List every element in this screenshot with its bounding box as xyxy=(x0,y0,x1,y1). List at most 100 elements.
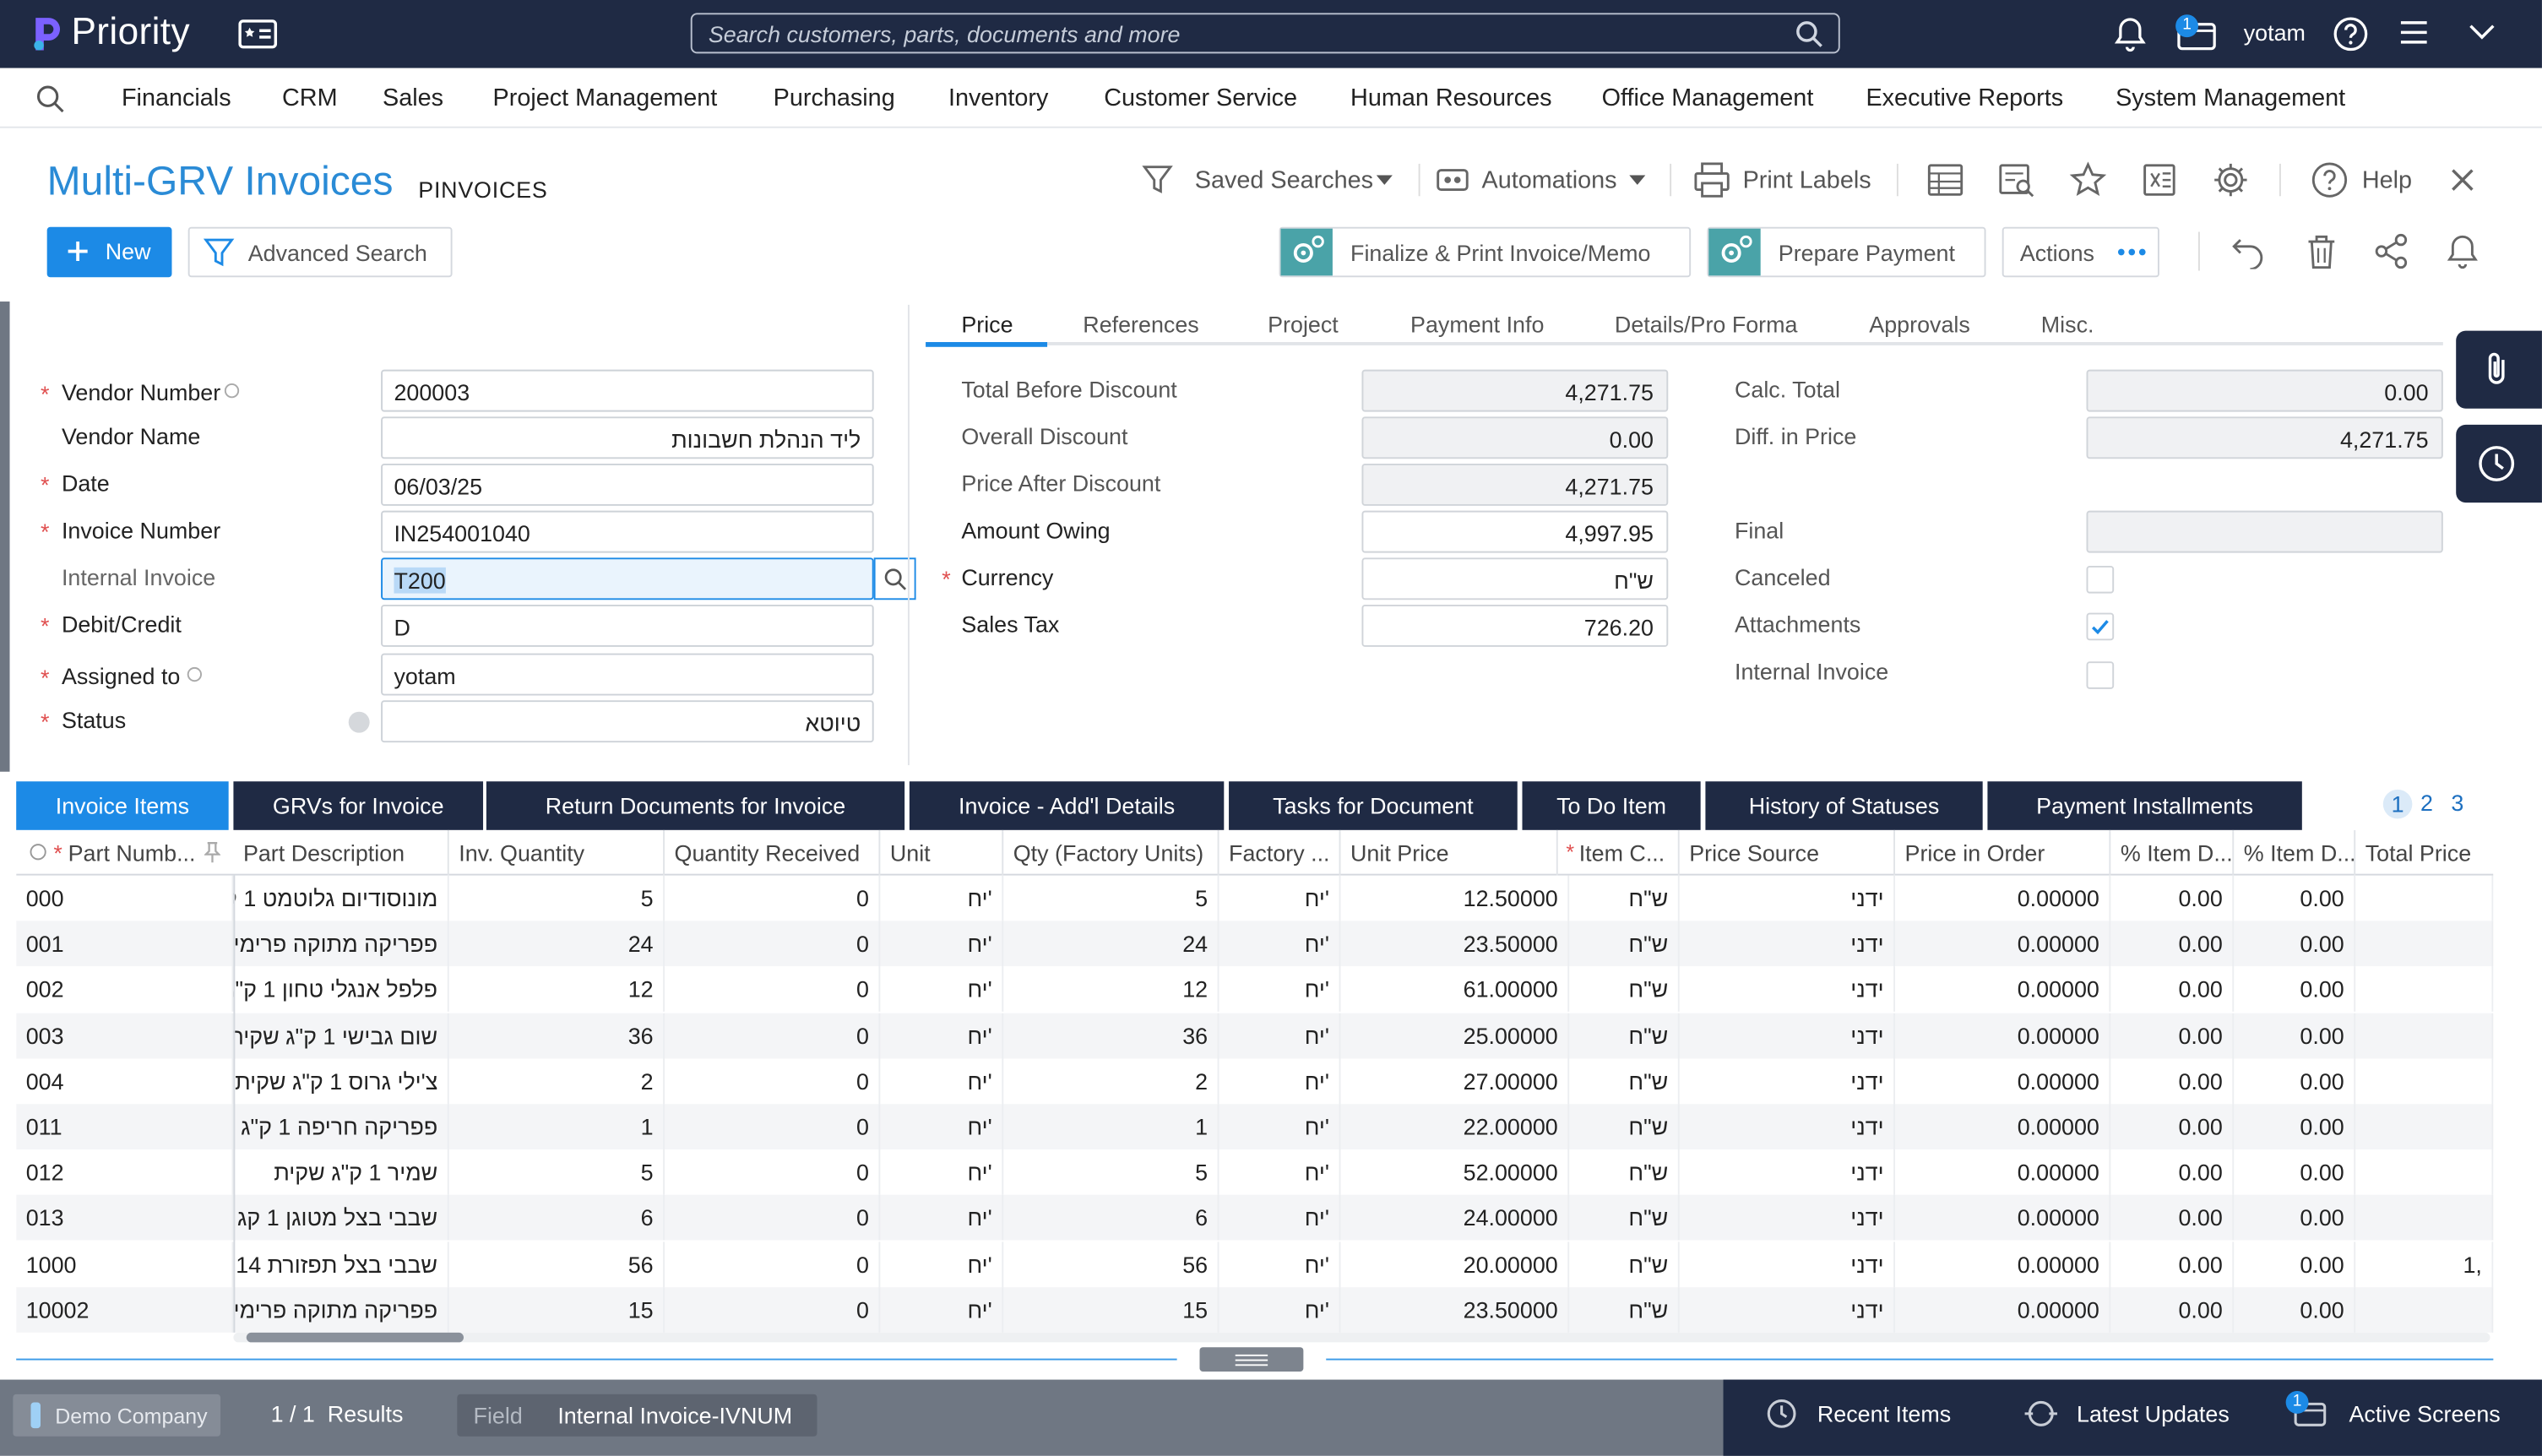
cell-porder[interactable]: 0.00000 xyxy=(1895,1286,2111,1333)
cell-fqty[interactable]: 1 xyxy=(1003,1104,1219,1149)
search-icon[interactable] xyxy=(1795,19,1824,49)
cell-d1[interactable]: 0.00 xyxy=(2110,1012,2235,1058)
cell-fqty[interactable]: 36 xyxy=(1003,1012,1219,1058)
saved-searches-caret-icon[interactable] xyxy=(1376,175,1393,185)
recent-clock-icon[interactable] xyxy=(1765,1398,1797,1430)
col-part-description[interactable]: Part Description xyxy=(233,829,449,876)
cell-recv[interactable]: 0 xyxy=(665,1195,881,1241)
tab-misc[interactable]: Misc. xyxy=(2040,311,2094,338)
col-item-currency[interactable]: Item C... xyxy=(1569,829,1680,876)
cell-part[interactable]: 10002 xyxy=(16,1286,234,1333)
latest-updates-button[interactable]: Latest Updates xyxy=(2077,1400,2230,1427)
cell-src[interactable]: ידני xyxy=(1680,1286,1896,1333)
cell-d1[interactable]: 0.00 xyxy=(2110,921,2235,967)
assigned-to-field[interactable]: yotam xyxy=(381,653,874,696)
cell-price[interactable]: 23.50000 xyxy=(1341,921,1570,967)
cell-qty[interactable]: 36 xyxy=(449,1012,665,1058)
cell-fqty[interactable]: 15 xyxy=(1003,1286,1219,1333)
cell-d1[interactable]: 0.00 xyxy=(2110,1241,2235,1287)
table-row[interactable]: 011 פפריקה חריפה 1 ק"ג ו 1 0 יח' 1 יח' 22.00000… xyxy=(16,1104,2494,1149)
col-qty-factory-units[interactable]: Qty (Factory Units) xyxy=(1003,829,1219,876)
cell-d1[interactable]: 0.00 xyxy=(2110,1195,2235,1241)
attachments-checkbox[interactable] xyxy=(2086,612,2115,641)
cell-d1[interactable]: 0.00 xyxy=(2110,1286,2235,1333)
cell-unit[interactable]: יח' xyxy=(880,1195,1004,1241)
cell-part[interactable]: 000 xyxy=(16,875,234,921)
cell-total[interactable] xyxy=(2355,921,2494,967)
col-price-source[interactable]: Price Source xyxy=(1680,829,1896,876)
col-part-number[interactable]: Part Numb... xyxy=(68,839,196,867)
splitter-handle[interactable] xyxy=(1199,1347,1304,1372)
col-item-discount-1[interactable]: % Item D... xyxy=(2110,829,2235,876)
cell-d2[interactable]: 0.00 xyxy=(2234,1104,2356,1149)
bell-icon[interactable] xyxy=(2114,16,2146,52)
new-button[interactable]: New xyxy=(46,226,172,278)
cell-porder[interactable]: 0.00000 xyxy=(1895,1012,2111,1058)
sales-tax-field[interactable]: 726.20 xyxy=(1361,605,1669,647)
tab-references[interactable]: References xyxy=(1083,311,1199,338)
internal-invoice-checkbox[interactable] xyxy=(2086,661,2115,689)
recent-items-button[interactable]: Recent Items xyxy=(1817,1400,1952,1427)
row-settings-icon[interactable] xyxy=(30,843,47,861)
menu-customer-service[interactable]: Customer Service xyxy=(1104,84,1298,112)
cell-price[interactable]: 20.00000 xyxy=(1341,1241,1570,1287)
cell-fqty[interactable]: 2 xyxy=(1003,1058,1219,1104)
tab-payment-info[interactable]: Payment Info xyxy=(1410,311,1545,338)
cell-d1[interactable]: 0.00 xyxy=(2110,966,2235,1013)
subtab-to-do-item[interactable]: To Do Item xyxy=(1522,781,1701,830)
cell-recv[interactable]: 0 xyxy=(665,966,881,1013)
close-icon[interactable] xyxy=(2450,167,2476,193)
cell-porder[interactable]: 0.00000 xyxy=(1895,966,2111,1013)
star-icon[interactable] xyxy=(2068,160,2107,199)
cell-cur[interactable]: ש"ח xyxy=(1569,1195,1680,1241)
cell-funit[interactable]: יח' xyxy=(1219,921,1341,967)
cell-d1[interactable]: 0.00 xyxy=(2110,875,2235,921)
cell-total[interactable] xyxy=(2355,1195,2494,1241)
help-icon[interactable] xyxy=(2333,16,2368,52)
automations-button[interactable]: Automations xyxy=(1481,166,1617,195)
cell-price[interactable]: 24.00000 xyxy=(1341,1195,1570,1241)
tab-approvals[interactable]: Approvals xyxy=(1869,311,1970,338)
col-price-in-order[interactable]: Price in Order xyxy=(1895,829,2111,876)
cell-d2[interactable]: 0.00 xyxy=(2234,1058,2356,1104)
cell-total[interactable] xyxy=(2355,966,2494,1013)
cell-part[interactable]: 003 xyxy=(16,1012,234,1058)
print-labels-button[interactable]: Print Labels xyxy=(1742,166,1871,195)
cell-cur[interactable]: ש"ח xyxy=(1569,1012,1680,1058)
cell-src[interactable]: ידני xyxy=(1680,1149,1896,1196)
cell-qty[interactable]: 56 xyxy=(449,1241,665,1287)
cell-cur[interactable]: ש"ח xyxy=(1569,1149,1680,1196)
cell-funit[interactable]: יח' xyxy=(1219,1241,1341,1287)
active-screens-button[interactable]: Active Screens xyxy=(2349,1400,2501,1427)
filter-icon[interactable] xyxy=(1141,164,1173,196)
cell-src[interactable]: ידני xyxy=(1680,1241,1896,1287)
cell-src[interactable]: ידני xyxy=(1680,1104,1896,1149)
page-1[interactable]: 1 xyxy=(2382,789,2413,819)
subtab-history-of-statuses[interactable]: History of Statuses xyxy=(1705,781,1983,830)
undo-icon[interactable] xyxy=(2230,233,2266,269)
cell-d2[interactable]: 0.00 xyxy=(2234,966,2356,1013)
cell-src[interactable]: ידני xyxy=(1680,1195,1896,1241)
latest-updates-icon[interactable] xyxy=(2022,1398,2061,1430)
internal-invoice-field[interactable]: T200 xyxy=(381,557,874,600)
cell-unit[interactable]: יח' xyxy=(880,1104,1004,1149)
cell-part[interactable]: 001 xyxy=(16,921,234,967)
cell-cur[interactable]: ש"ח xyxy=(1569,966,1680,1013)
settings-gear-icon[interactable] xyxy=(2211,160,2250,199)
automations-caret-icon[interactable] xyxy=(1629,175,1646,185)
menu-purchasing[interactable]: Purchasing xyxy=(773,84,895,112)
pin-icon[interactable] xyxy=(204,841,221,864)
page-2[interactable]: 2 xyxy=(2420,789,2433,816)
scrollbar-thumb[interactable] xyxy=(246,1332,464,1343)
cell-porder[interactable]: 0.00000 xyxy=(1895,1195,2111,1241)
cell-desc[interactable]: שום גבישי 1 ק"ג שקית xyxy=(233,1012,449,1058)
automations-icon[interactable] xyxy=(1435,164,1470,196)
cell-part[interactable]: 011 xyxy=(16,1104,234,1149)
cell-price[interactable]: 27.00000 xyxy=(1341,1058,1570,1104)
cell-recv[interactable]: 0 xyxy=(665,1286,881,1333)
finalize-print-button[interactable]: Finalize & Print Invoice/Memo xyxy=(1279,226,1692,278)
cell-total[interactable] xyxy=(2355,875,2494,921)
cell-recv[interactable]: 0 xyxy=(665,1104,881,1149)
